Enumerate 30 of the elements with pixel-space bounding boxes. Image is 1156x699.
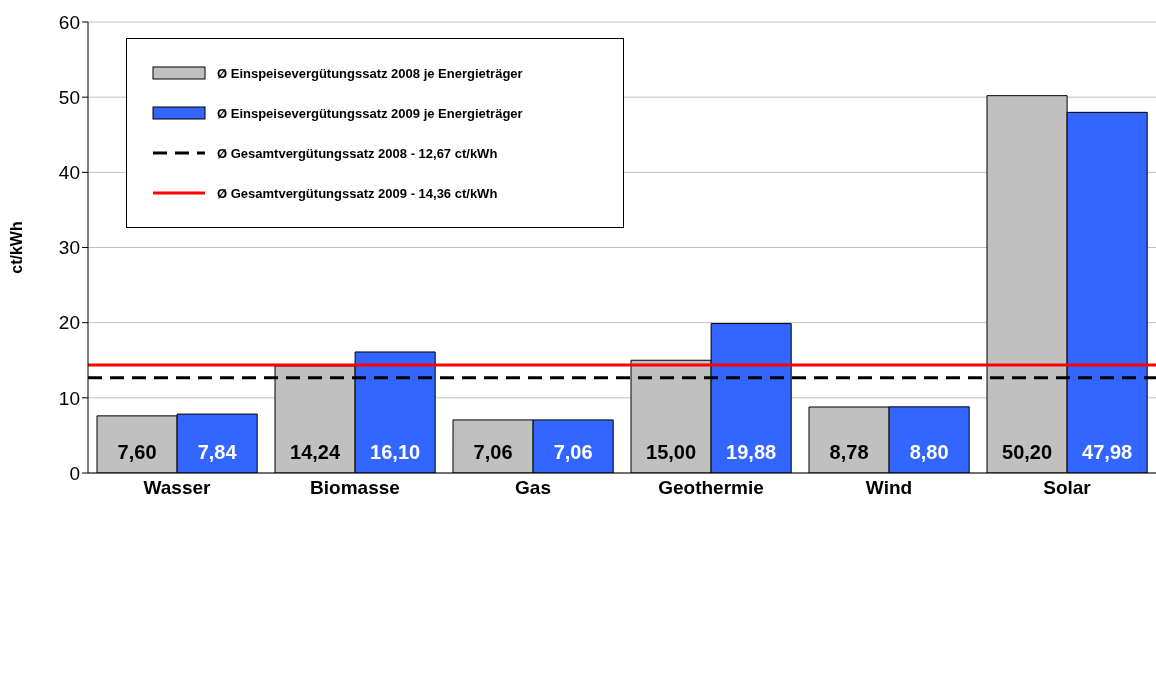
data-label: 15,00 (646, 441, 697, 463)
x-tick-label: Wasser (143, 477, 212, 499)
y-axis-title: ct/kWh (7, 221, 25, 274)
data-label: 7,06 (473, 441, 513, 463)
x-tick-label: Wind (865, 477, 913, 499)
data-label: 8,80 (909, 441, 949, 463)
y-tick-label: 0 (69, 462, 80, 484)
data-label: 47,98 (1082, 441, 1133, 463)
y-tick-label: 30 (58, 237, 80, 259)
data-label: 7,84 (197, 441, 238, 463)
legend-label: Ø Gesamtvergütungssatz 2008 - 12,67 ct/kWh (217, 145, 498, 161)
legend-label: Ø Gesamtvergütungssatz 2009 - 14,36 ct/kWh (217, 185, 498, 201)
legend-label: Ø Einspeisevergütungssatz 2008 je Energieträger (217, 65, 523, 81)
data-label: 19,88 (726, 441, 777, 463)
y-tick-label: 40 (58, 162, 80, 184)
y-tick-label: 10 (58, 387, 80, 409)
y-tick-label: 50 (58, 86, 80, 108)
data-label: 8,78 (829, 441, 869, 463)
data-label: 7,06 (553, 441, 593, 463)
data-label: 14,24 (290, 441, 341, 463)
data-label: 50,20 (1002, 441, 1053, 463)
legend-label: Ø Einspeisevergütungssatz 2009 je Energieträger (217, 105, 523, 121)
data-label: 16,10 (370, 441, 421, 463)
y-tick-label: 20 (58, 312, 80, 334)
x-tick-label: Gas (515, 477, 551, 499)
x-tick-label: Geothermie (658, 477, 764, 499)
y-tick-label: 60 (58, 11, 80, 33)
x-tick-label: Biomasse (310, 477, 400, 499)
data-label: 7,60 (117, 441, 157, 463)
x-tick-label: Solar (1043, 477, 1092, 499)
